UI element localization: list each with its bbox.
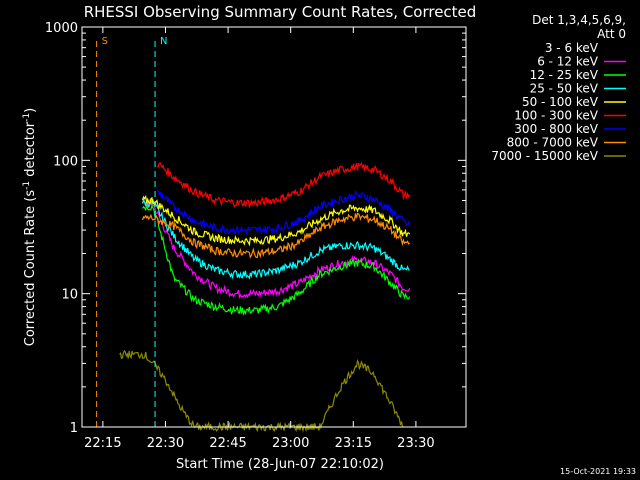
- y-tick-label: 10: [61, 288, 78, 303]
- legend-label-100-300-kev: 100 - 300 keV: [514, 109, 598, 123]
- x-tick-label: 22:45: [209, 436, 246, 451]
- legend-label-6-12-kev: 6 - 12 keV: [537, 55, 599, 69]
- series-line-100-300-kev: [156, 161, 411, 209]
- legend-header-line-2: Att 0: [597, 27, 626, 41]
- marker-label-s: S: [102, 36, 108, 47]
- y-axis-label: Corrected Count Rate (s-1 detector-1): [22, 108, 38, 346]
- x-tick-label: 22:30: [147, 436, 184, 451]
- marker-label-n: N: [160, 36, 167, 47]
- legend-label-12-25-kev: 12 - 25 keV: [530, 68, 599, 82]
- legend-label-3-6-kev: 3 - 6 keV: [545, 41, 599, 55]
- series-line-7000-15000-kev: [119, 349, 404, 433]
- y-axis-label-sup1: -1: [22, 181, 32, 190]
- timestamp: 15-Oct-2021 19:33: [560, 467, 636, 476]
- x-tick-label: 23:15: [335, 436, 372, 451]
- legend-label-25-50-kev: 25 - 50 keV: [530, 82, 599, 96]
- y-tick-label: 100: [53, 154, 78, 169]
- legend-label-7000-15000-kev: 7000 - 15000 keV: [491, 149, 598, 163]
- x-tick-label: 23:30: [397, 436, 434, 451]
- series-line-300-800-kev: [156, 189, 411, 236]
- x-tick-label: 23:00: [272, 436, 309, 451]
- y-axis-label-sup2: -1: [22, 113, 32, 122]
- series-line-800-7000-kev: [141, 212, 411, 259]
- plot-frame: [81, 26, 467, 428]
- legend-label-800-7000-kev: 800 - 7000 keV: [507, 136, 599, 150]
- legend-label-50-100-kev: 50 - 100 keV: [522, 95, 599, 109]
- y-axis-ticks: 1 10 100 1000: [45, 21, 466, 436]
- series-line-6-12-kev: [142, 198, 411, 300]
- series-line-50-100-kev: [141, 194, 411, 247]
- y-axis-label-mid: detector: [23, 121, 38, 181]
- legend-header-line-1: Det 1,3,4,5,6,9,: [532, 13, 626, 27]
- y-tick-label: 1000: [45, 21, 78, 36]
- chart-title: RHESSI Observing Summary Count Rates, Co…: [84, 3, 477, 21]
- series-line-3-6-kev: [142, 201, 411, 340]
- y-axis-label-main: Corrected Count Rate (s: [23, 190, 38, 347]
- x-axis-ticks: 22:15 22:30 22:45 23:00 23:15 23:30: [84, 27, 435, 451]
- x-axis-label: Start Time (28-Jun-07 22:10:02): [176, 457, 384, 472]
- legend-label-300-800-kev: 300 - 800 keV: [514, 122, 598, 136]
- x-tick-label: 22:15: [84, 436, 121, 451]
- series-line-25-50-kev: [141, 197, 410, 280]
- y-tick-label: 1: [70, 421, 78, 436]
- y-axis-label-end: ): [23, 108, 38, 113]
- series-line-12-25-kev: [141, 204, 411, 317]
